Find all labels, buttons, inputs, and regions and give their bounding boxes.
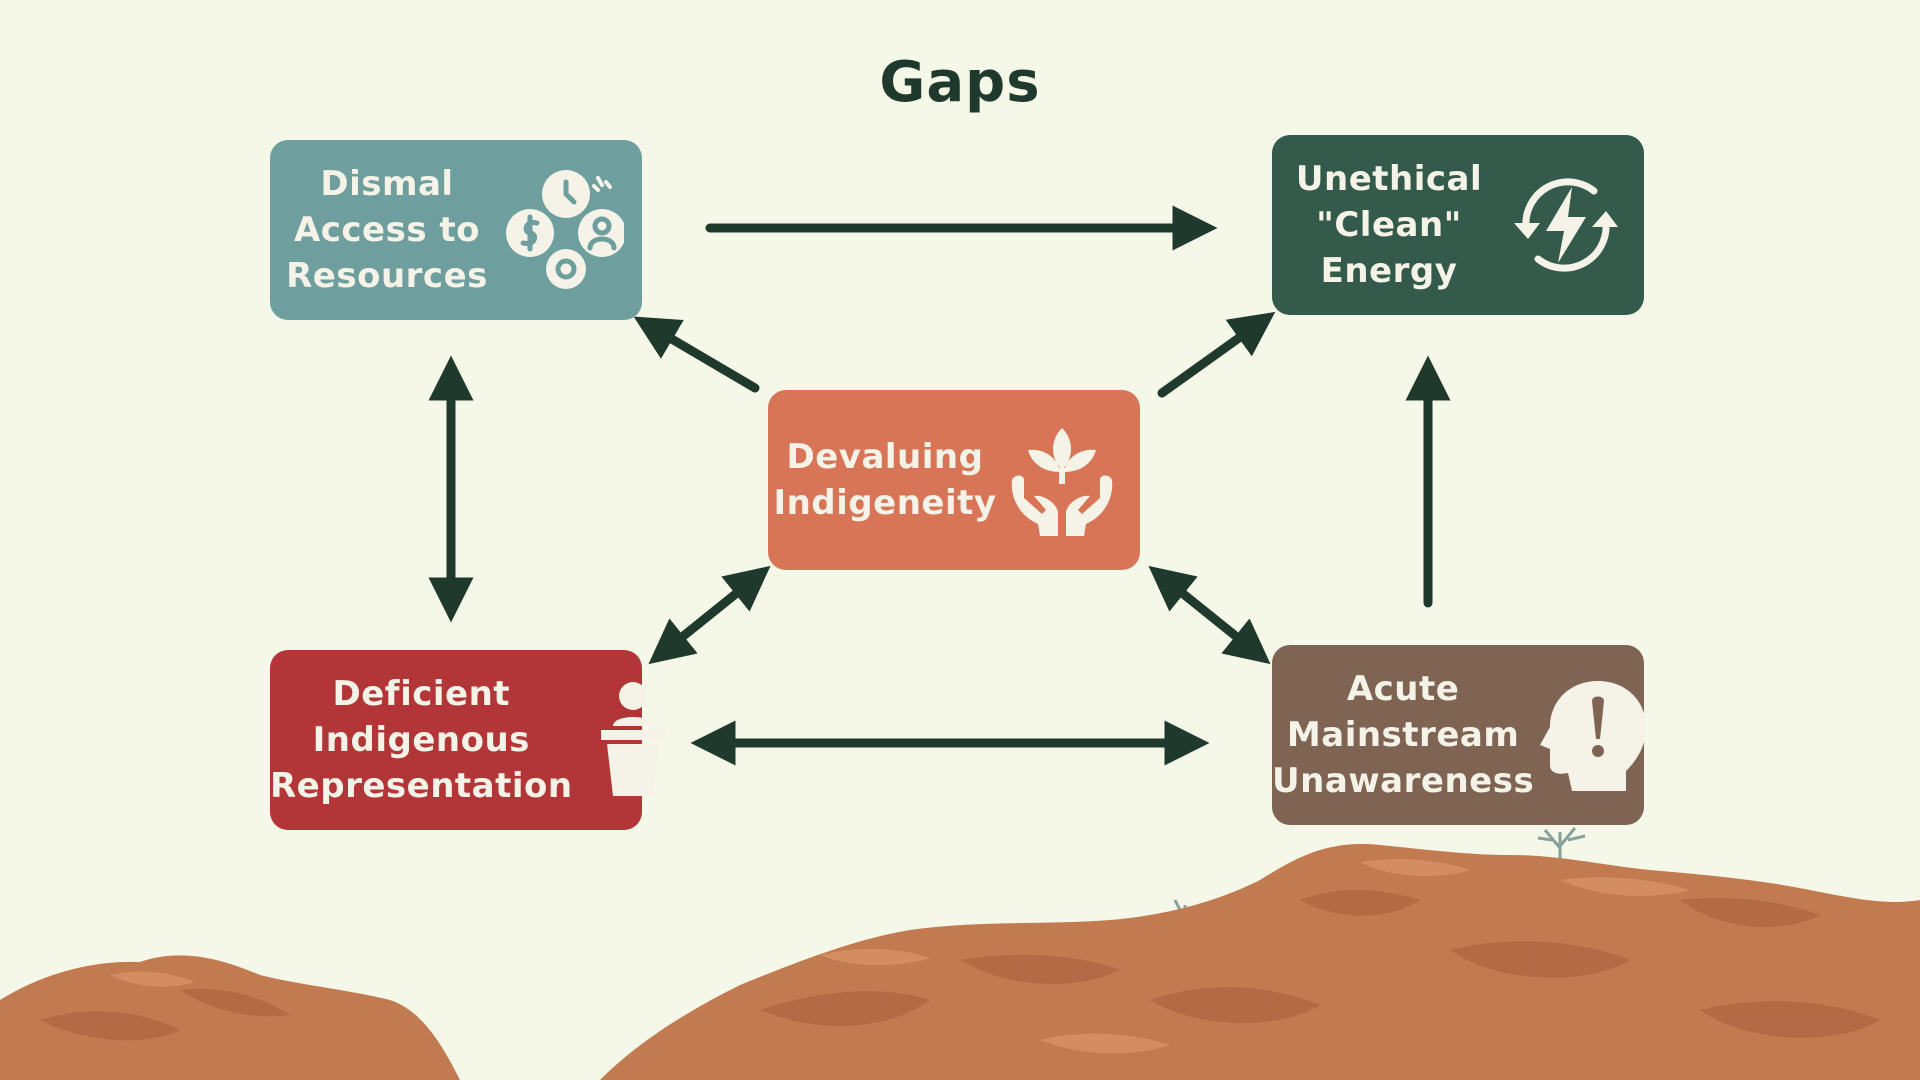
node-label-line: Indigenous (312, 720, 530, 760)
node-acute-unawareness: Acute Mainstream Unawareness (1272, 645, 1647, 825)
node-label-line: Mainstream (1286, 715, 1520, 755)
node-label-line: Deficient (332, 674, 511, 714)
arrow-devaluing-to-unethical (1157, 311, 1276, 398)
speaker-podium-icon (600, 682, 665, 796)
node-dismal-access: Dismal Access to Resources (270, 140, 642, 320)
page-title: Gaps (879, 50, 1041, 115)
node-label-line: Indigeneity (773, 483, 997, 523)
node-devaluing-indigeneity: Devaluing Indigeneity (768, 390, 1140, 570)
arrow-devaluing-acute (1148, 565, 1271, 665)
node-label-line: Dismal (320, 164, 454, 204)
node-label-line: Resources (286, 256, 488, 296)
node-label-line: Access to (293, 210, 481, 250)
node-label-line: Unawareness (1272, 761, 1535, 801)
node-label-line: Unethical (1295, 159, 1483, 199)
arrow-devaluing-deficient (648, 565, 771, 665)
resources-icon (506, 170, 624, 289)
hands-plant-icon (1011, 428, 1113, 536)
node-label-line: Devaluing (786, 437, 984, 477)
node-label-line: "Clean" (1316, 205, 1462, 245)
node-deficient-representation: Deficient Indigenous Representation (270, 650, 665, 830)
node-unethical-energy: Unethical "Clean" Energy (1272, 135, 1644, 315)
head-exclamation-icon (1540, 681, 1647, 791)
node-label-line: Representation (270, 766, 573, 806)
node-label-line: Acute (1346, 669, 1460, 709)
renewable-energy-icon (1514, 178, 1618, 272)
arrow-devaluing-to-dismal (633, 316, 760, 393)
node-label-line: Energy (1320, 251, 1458, 291)
